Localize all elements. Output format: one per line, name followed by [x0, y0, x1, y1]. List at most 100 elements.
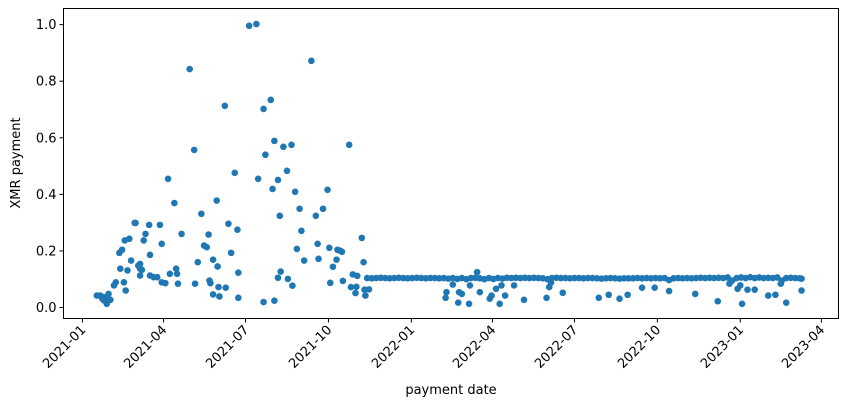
data-point [227, 249, 235, 257]
data-point [173, 270, 181, 278]
data-point [595, 294, 603, 302]
data-points [93, 20, 805, 308]
data-point [616, 295, 623, 303]
data-point [665, 287, 673, 295]
data-point [798, 275, 805, 282]
x-tick-label: 2021-10 [286, 323, 335, 372]
data-point [209, 291, 217, 298]
data-point [333, 256, 340, 263]
data-point [284, 275, 292, 283]
data-point [443, 288, 450, 296]
data-point [124, 267, 131, 274]
data-point [736, 282, 744, 289]
data-point [638, 284, 646, 291]
y-axis: 0.0 0.2 0.4 0.6 0.8 1.0 [36, 18, 64, 316]
data-point [365, 286, 373, 293]
data-point [605, 291, 613, 299]
x-axis-label: payment date [405, 383, 496, 398]
data-point [744, 286, 751, 293]
y-tick-label: 0.0 [36, 301, 57, 316]
x-tick-label: 2022-04 [450, 323, 499, 372]
x-tick-label: 2023-01 [698, 323, 747, 372]
data-point [260, 298, 267, 306]
data-point [215, 283, 222, 291]
data-point [293, 245, 301, 253]
data-point [319, 205, 327, 213]
data-point [326, 279, 334, 287]
data-point [205, 231, 212, 238]
data-point [296, 205, 303, 213]
data-point [231, 169, 239, 177]
y-tick-label: 0.2 [36, 244, 57, 259]
data-point [262, 151, 269, 159]
data-point [458, 290, 466, 298]
data-point [138, 266, 146, 274]
data-point [624, 291, 631, 299]
data-point [751, 286, 758, 293]
data-point [136, 272, 144, 279]
data-point [125, 235, 133, 243]
y-tick-label: 0.6 [36, 131, 57, 146]
data-point [352, 289, 359, 297]
data-point [777, 280, 785, 288]
data-point [245, 22, 253, 30]
data-point [283, 167, 291, 175]
data-point [146, 251, 154, 259]
y-axis-label: XMR payment [9, 117, 24, 208]
data-point [300, 257, 308, 264]
data-point [339, 277, 347, 285]
data-point [442, 294, 449, 302]
data-point [271, 137, 278, 145]
data-point [162, 279, 169, 287]
data-point [186, 65, 193, 73]
data-point [267, 96, 275, 104]
data-point [782, 299, 790, 306]
data-point [118, 246, 126, 254]
x-tick-label: 2023-04 [779, 323, 828, 372]
data-point [691, 290, 699, 298]
data-point [308, 57, 315, 65]
data-point [520, 296, 528, 304]
data-point [105, 290, 112, 298]
x-axis: 2021-01 2021-04 2021-07 2021-10 2022-01 2022-… [40, 318, 828, 372]
x-tick-label: 2021-04 [121, 323, 170, 372]
data-point [132, 219, 139, 227]
data-point [345, 141, 353, 149]
data-point [454, 299, 462, 306]
data-point [140, 237, 148, 244]
data-point [271, 297, 278, 304]
data-point [738, 300, 746, 308]
data-point [269, 185, 276, 193]
data-point [235, 269, 242, 276]
data-point [120, 278, 128, 286]
data-point [216, 293, 223, 300]
data-point [190, 146, 198, 154]
data-point [116, 265, 124, 273]
data-point [488, 292, 495, 299]
x-tick-label: 2021-01 [40, 323, 89, 372]
data-point [289, 282, 296, 289]
data-point [191, 280, 199, 288]
data-point [772, 291, 779, 299]
data-point [501, 292, 509, 299]
x-tick-label: 2022-10 [615, 323, 664, 372]
data-point [194, 258, 202, 266]
data-point [112, 278, 120, 286]
data-point [510, 282, 518, 289]
data-point [127, 257, 135, 264]
data-point [213, 197, 220, 204]
data-point [98, 295, 106, 303]
data-point [651, 284, 658, 291]
data-point [326, 244, 333, 252]
data-point [714, 297, 722, 305]
data-point [172, 265, 180, 273]
x-tick-label: 2022-07 [532, 323, 581, 372]
data-point [164, 175, 172, 183]
data-point [207, 279, 214, 287]
data-point [158, 240, 166, 248]
plot-frame [63, 8, 839, 319]
data-point [449, 281, 457, 288]
data-point [543, 294, 550, 302]
data-point [559, 289, 567, 297]
